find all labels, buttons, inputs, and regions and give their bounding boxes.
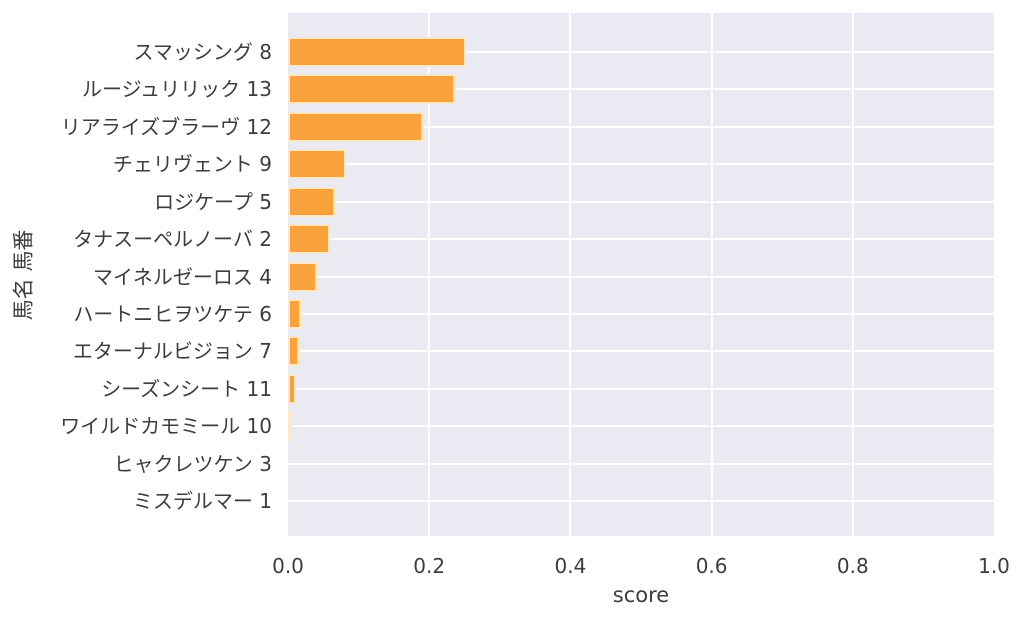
bar-7 — [288, 261, 317, 292]
x-tick-label: 0.0 — [272, 554, 304, 578]
bar-1 — [288, 36, 466, 67]
horizontal-gridline — [288, 313, 994, 316]
bar-row — [288, 145, 994, 182]
y-tick-label: タナスーペルノーバ 2 — [73, 227, 272, 252]
horizontal-gridline — [288, 462, 994, 465]
vertical-gridline — [428, 13, 431, 536]
bar-row — [288, 70, 994, 107]
bar-10 — [288, 373, 297, 404]
plot-area — [288, 13, 994, 536]
x-tick-label: 0.8 — [836, 554, 869, 578]
vertical-gridline — [851, 13, 854, 536]
horizontal-gridline — [288, 200, 994, 203]
y-tick-label: リアライズブラーヴ 12 — [60, 114, 272, 139]
y-tick-label: マイネルゼーロス 4 — [92, 264, 272, 289]
y-tick-label: ルージュリリック 13 — [81, 77, 272, 102]
vertical-gridline — [710, 13, 713, 536]
bar-row — [288, 108, 994, 145]
bar-row — [288, 295, 994, 332]
bar-9 — [288, 336, 300, 367]
horizontal-gridline — [288, 387, 994, 390]
bar-row — [288, 258, 994, 295]
x-tick-label: 0.2 — [413, 554, 446, 578]
horizontal-gridline — [288, 350, 994, 353]
bar-rows — [288, 13, 994, 536]
horizontal-gridline — [288, 88, 994, 91]
y-tick-label: チェリヴェント 9 — [112, 152, 272, 177]
y-tick-label: エターナルビジョン 7 — [72, 339, 272, 364]
y-tick-label: ミスデルマー 1 — [132, 489, 272, 514]
bar-row — [288, 220, 994, 257]
bar-4 — [288, 149, 346, 180]
bar-row — [288, 408, 994, 445]
bar-row — [288, 183, 994, 220]
y-tick-label: スマッシング 8 — [133, 39, 272, 64]
bar-8 — [288, 299, 301, 330]
bar-row — [288, 333, 994, 370]
horizontal-gridline — [288, 163, 994, 166]
bar-row — [288, 445, 994, 482]
vertical-gridline — [569, 13, 572, 536]
bar-row — [288, 370, 994, 407]
bar-row — [288, 33, 994, 70]
horizontal-gridline — [288, 238, 994, 241]
y-tick-label: シーズンシート 11 — [101, 376, 272, 401]
bar-6 — [288, 224, 331, 255]
y-tick-label: ヒャクレツケン 3 — [113, 451, 272, 476]
x-tick-label: 0.4 — [554, 554, 587, 578]
bar-11 — [288, 411, 292, 442]
y-tick-label: ワイルドカモミール 10 — [60, 414, 272, 439]
y-tick-label: ロジケープ 5 — [154, 189, 272, 214]
y-tick-labels: スマッシング 8 ルージュリリック 13 リアライズブラーヴ 12 チェリヴェント 9… — [0, 13, 272, 536]
horizontal-gridline — [288, 50, 994, 53]
horizontal-gridline — [288, 425, 994, 428]
bar-2 — [288, 74, 455, 105]
x-tick-label: 0.6 — [695, 554, 728, 578]
bar-row — [288, 483, 994, 520]
horizontal-gridline — [288, 125, 994, 128]
y-tick-label: ハートニヒヲツケテ 6 — [73, 302, 272, 327]
x-tick-labels: 0.0 0.2 0.4 0.6 0.8 1.0 — [272, 554, 1010, 578]
x-tick-label: 1.0 — [978, 554, 1010, 578]
horizontal-gridline — [288, 275, 994, 278]
horizontal-gridline — [288, 500, 994, 503]
bar-5 — [288, 186, 336, 217]
bar-3 — [288, 111, 423, 142]
x-axis-label: score — [612, 583, 670, 607]
